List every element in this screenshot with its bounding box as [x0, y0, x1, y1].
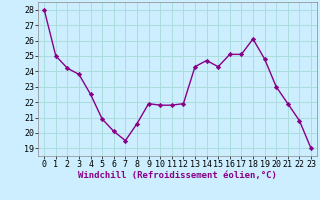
X-axis label: Windchill (Refroidissement éolien,°C): Windchill (Refroidissement éolien,°C) [78, 171, 277, 180]
